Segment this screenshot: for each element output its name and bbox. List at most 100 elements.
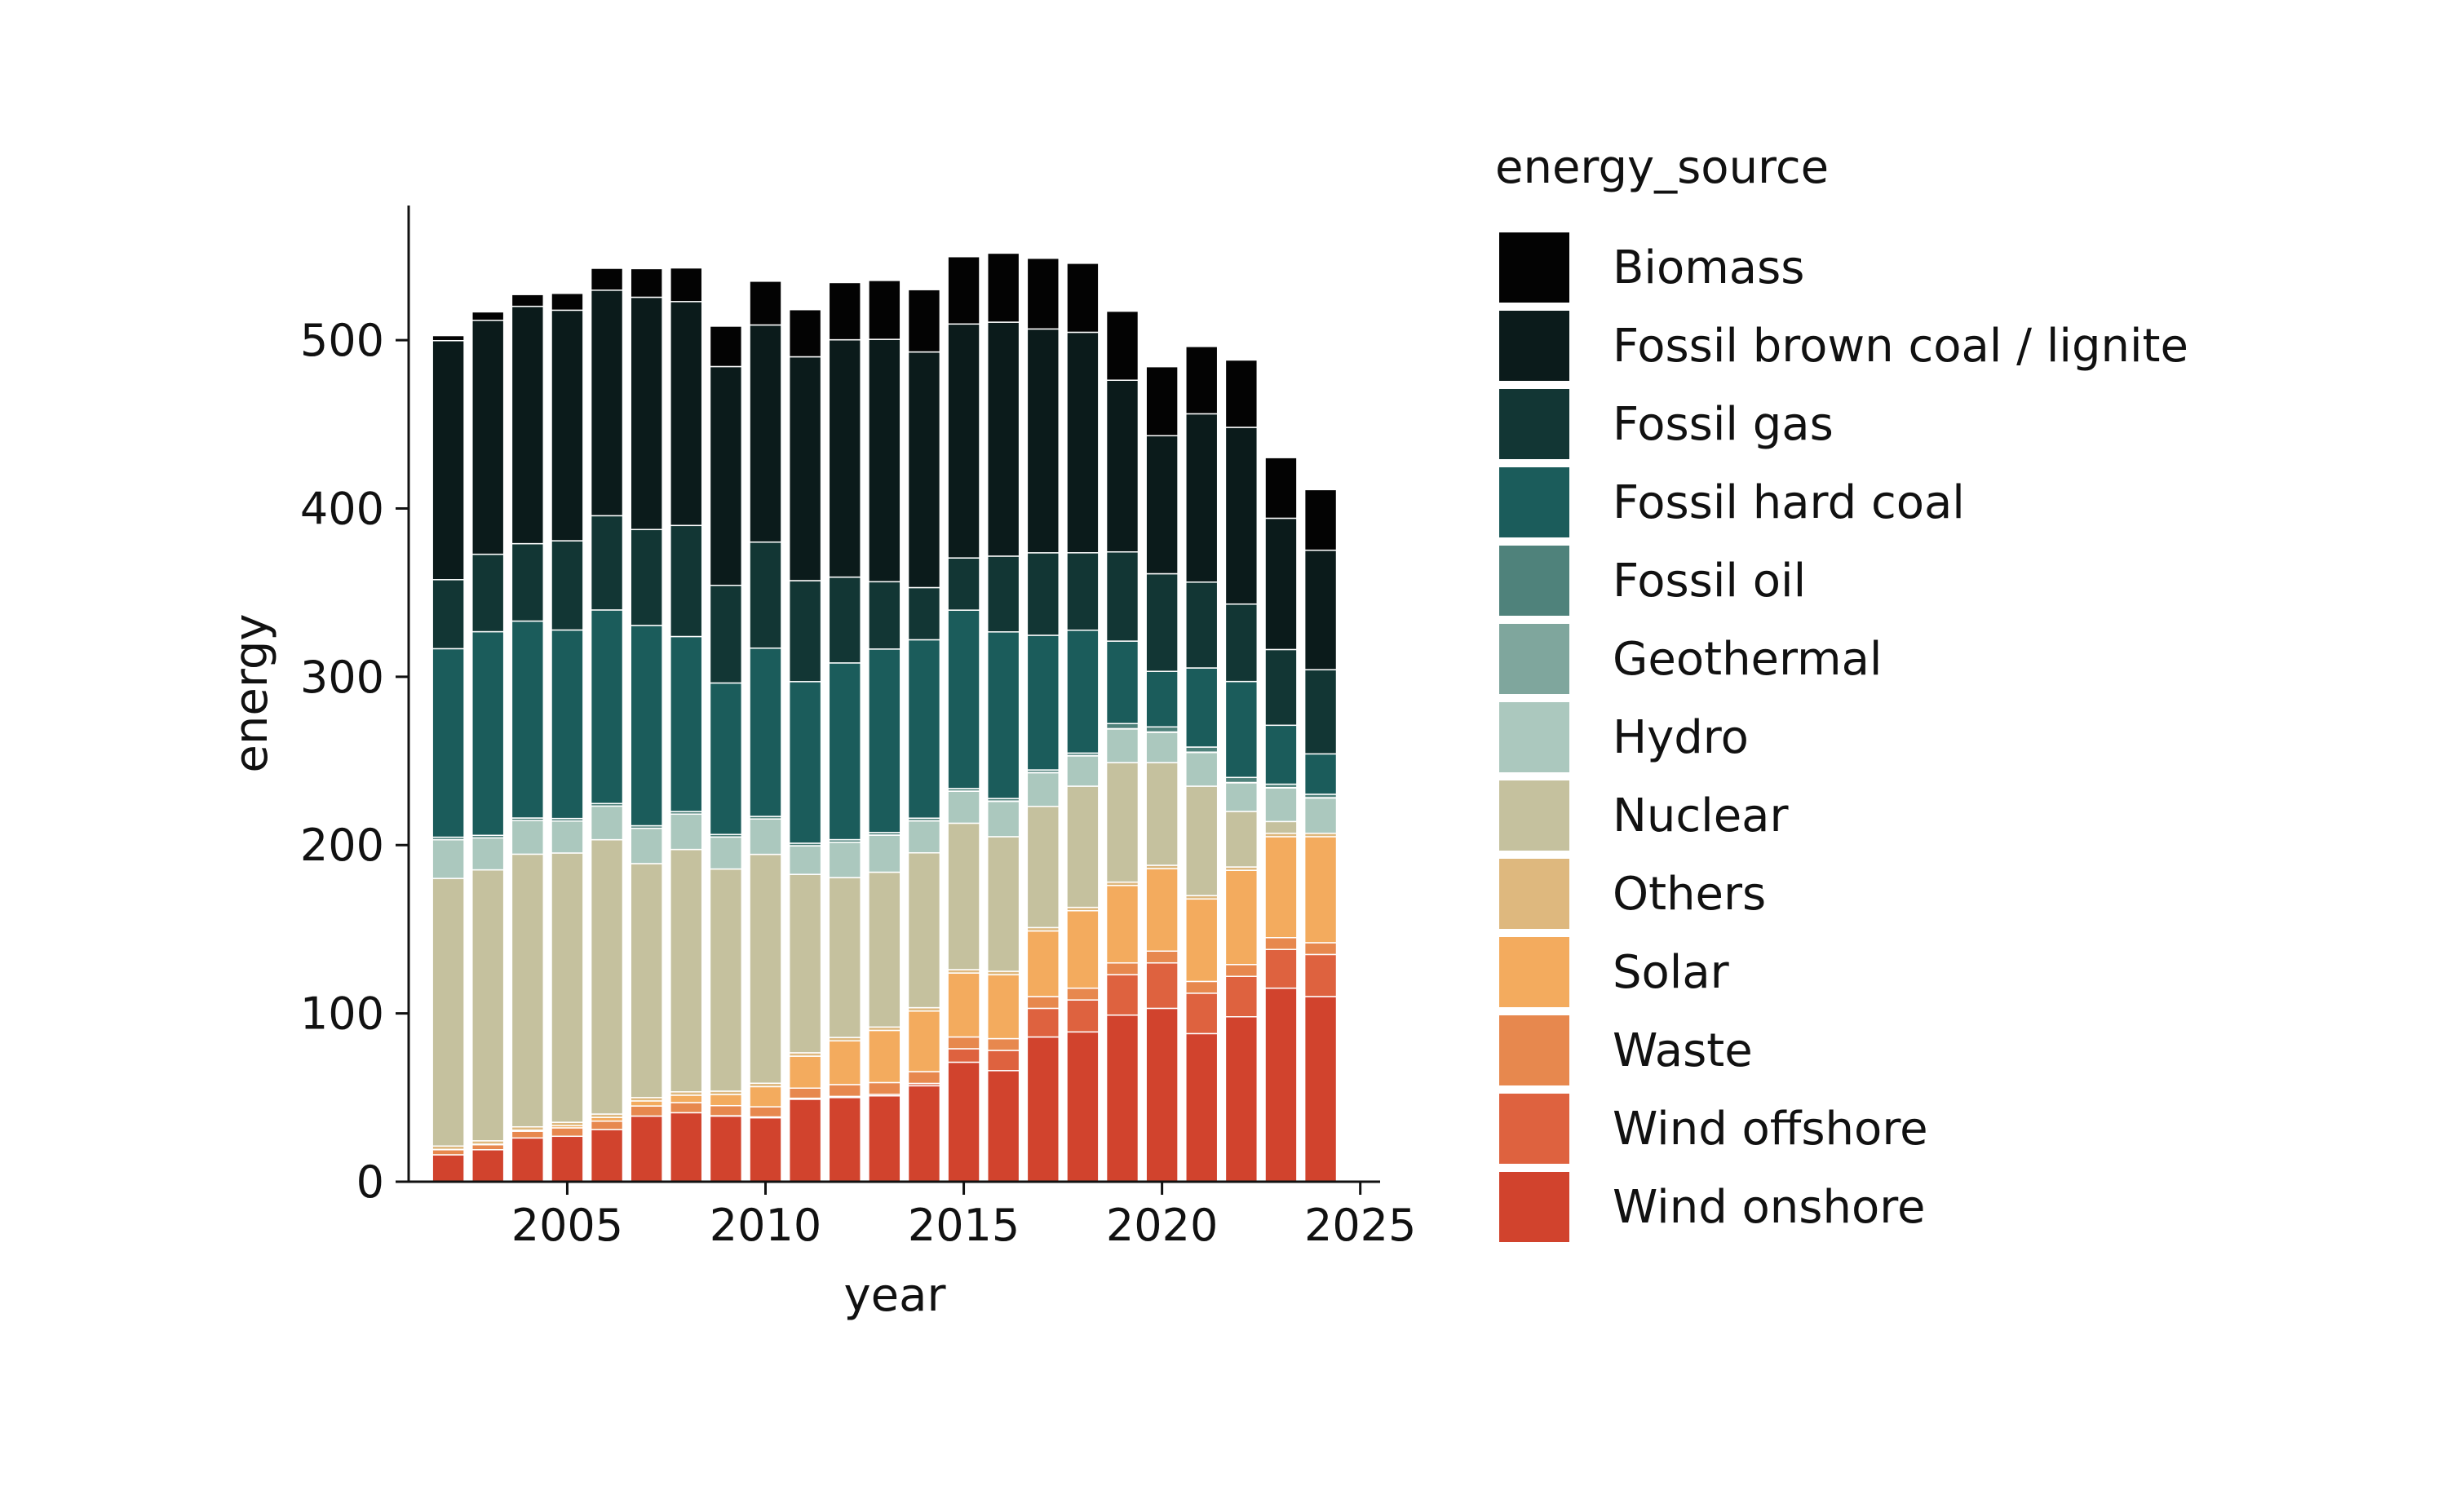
legend-swatch — [1499, 232, 1569, 303]
bar-segment — [630, 625, 663, 827]
legend-swatch — [1499, 780, 1569, 851]
bar-segment — [551, 820, 584, 854]
bar-segment — [907, 851, 941, 1009]
bar-segment — [471, 1149, 505, 1183]
bar-segment — [590, 515, 624, 611]
legend-label: Fossil hard coal — [1613, 476, 1965, 529]
bar-segment — [1105, 962, 1139, 975]
bar-segment — [1105, 974, 1139, 1016]
bar-segment — [431, 838, 465, 879]
bar-segment — [709, 585, 743, 684]
bar-segment — [947, 323, 980, 559]
bar-segment — [1026, 806, 1060, 929]
bar-segment — [670, 301, 703, 527]
x-ticks: 2005 2010 2015 2020 2025 — [511, 1182, 1416, 1251]
bar-segment — [828, 662, 861, 841]
bar-segment — [511, 305, 545, 545]
bar-segment — [788, 580, 822, 683]
bar-segment — [1264, 987, 1298, 1183]
bar-segment — [1303, 942, 1338, 956]
bar-segment — [670, 524, 703, 638]
bar-segment — [1303, 797, 1338, 834]
bar-segment — [1145, 950, 1179, 964]
bar-segment — [431, 1154, 465, 1183]
bar-segment — [1303, 996, 1338, 1183]
bar-segment — [749, 647, 782, 817]
bar-segment — [828, 1040, 861, 1085]
bar-segment — [749, 1106, 782, 1118]
bar-segment — [1224, 603, 1259, 683]
bar-segment — [1264, 517, 1298, 651]
bar-segment — [1026, 1036, 1060, 1183]
bar-segment — [1145, 868, 1179, 953]
legend-swatch — [1499, 859, 1569, 929]
bar-segment — [1026, 634, 1060, 771]
bar-segment — [709, 836, 743, 870]
bar-segment — [986, 1070, 1020, 1183]
bar-segment — [630, 1115, 663, 1183]
bar-segment — [749, 1085, 782, 1107]
legend-swatch — [1499, 937, 1569, 1007]
bar-segment — [1185, 898, 1219, 983]
legend-swatch — [1499, 311, 1569, 381]
bar-segment — [1066, 331, 1100, 554]
bar-segment — [1145, 732, 1179, 763]
legend-swatch — [1499, 624, 1569, 694]
x-tick-label: 2025 — [1304, 1200, 1416, 1251]
bar-segment — [1303, 489, 1338, 551]
legend-label: Fossil gas — [1613, 398, 1834, 451]
bar-segment — [1145, 573, 1179, 672]
bar-segment — [1224, 811, 1259, 868]
bar-segment — [868, 834, 901, 873]
bar-segment — [868, 338, 901, 583]
bar-segment — [1105, 723, 1139, 730]
bar-segment — [1185, 980, 1219, 994]
legend-label: Hydro — [1613, 711, 1749, 764]
bar-segment — [749, 324, 782, 543]
bar-segment — [1303, 836, 1338, 944]
legend-swatch — [1499, 1172, 1569, 1242]
bar-segment — [630, 528, 663, 626]
bar-segment — [1303, 549, 1338, 670]
bar-segment — [947, 609, 980, 789]
bar-segment — [630, 1100, 663, 1107]
bar-segment — [1145, 365, 1179, 437]
bar-segment — [1066, 999, 1100, 1033]
legend-swatch — [1499, 1094, 1569, 1164]
bar-segment — [788, 845, 822, 875]
bar-segment — [1264, 836, 1298, 939]
bar-segment — [431, 579, 465, 650]
bar-segment — [907, 289, 941, 353]
legend-swatch — [1499, 546, 1569, 616]
bar-segment — [947, 255, 980, 325]
bar-segment — [907, 351, 941, 589]
bar-segment — [1105, 762, 1139, 883]
legend-label: Solar — [1613, 946, 1730, 999]
bar-segment — [788, 1055, 822, 1090]
bar-segment — [1066, 1031, 1100, 1183]
legend-items: Biomass Fossil brown coal / lignite Fossil… — [1499, 232, 2188, 1242]
bar-segment — [1224, 782, 1259, 812]
bar-segment — [788, 356, 822, 581]
y-tick-label: 100 — [300, 988, 384, 1040]
y-tick-label: 300 — [300, 652, 384, 703]
bar-segment — [709, 365, 743, 586]
bars-layer — [431, 252, 1338, 1183]
y-tick-label: 200 — [300, 820, 384, 871]
legend-swatch — [1499, 1015, 1569, 1085]
bar-segment — [868, 1081, 901, 1095]
bar-segment — [1026, 328, 1060, 554]
bar-segment — [1264, 948, 1298, 989]
bar-segment — [1224, 1015, 1259, 1183]
bar-segment — [1185, 785, 1219, 896]
bar-segment — [709, 1104, 743, 1116]
bar-segment — [590, 1120, 624, 1130]
legend-title: energy_source — [1495, 141, 1829, 194]
bar-segment — [986, 252, 1020, 323]
axes-layer — [407, 206, 1380, 1183]
bar-segment — [1264, 820, 1298, 834]
bar-segment — [1303, 953, 1338, 997]
bar-segment — [1264, 457, 1298, 519]
bar-segment — [749, 1116, 782, 1183]
